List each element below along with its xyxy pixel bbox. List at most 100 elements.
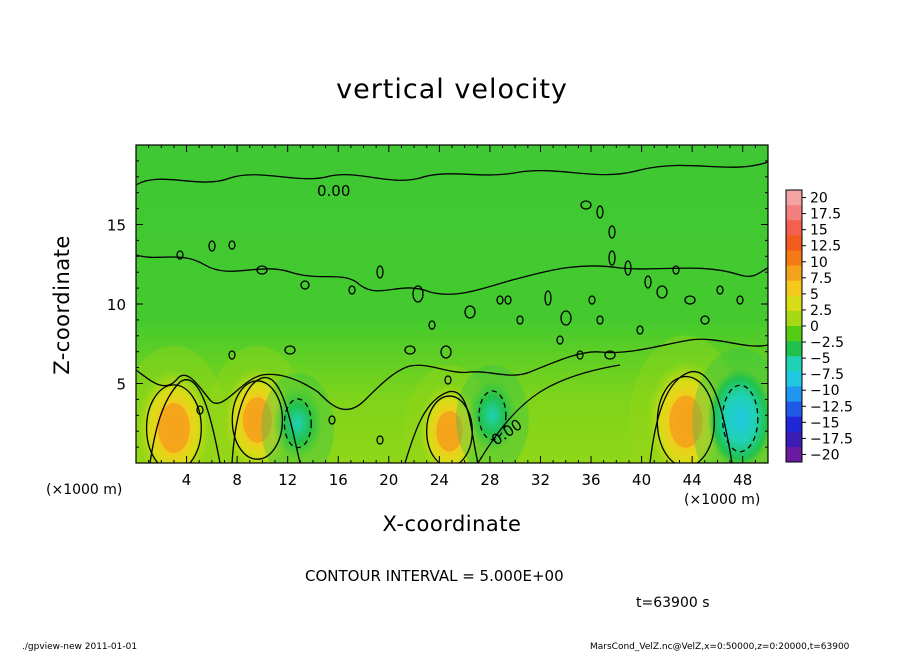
contour-island <box>464 305 476 319</box>
colorbar-segment <box>786 280 802 297</box>
contour-island <box>284 345 296 355</box>
downdraft-core <box>707 367 768 463</box>
contour-island <box>440 345 452 359</box>
contour-island <box>176 250 184 260</box>
contour-island <box>556 335 564 345</box>
y-tick-label: 10 <box>107 296 126 314</box>
contour-island <box>672 265 680 275</box>
contour-label: 0.00 <box>317 182 350 200</box>
colorbar-label: 5 <box>810 287 819 303</box>
contour-zero <box>477 364 621 463</box>
updraft-peak <box>669 395 703 448</box>
colorbar-segment <box>786 190 802 206</box>
contour-island <box>736 295 744 305</box>
contour-island <box>208 240 216 252</box>
colorbar-label: 12.5 <box>810 239 841 255</box>
contour-island <box>716 285 724 295</box>
contour-island <box>624 260 632 276</box>
time-label: t=63900 s <box>636 595 710 611</box>
chart-title: vertical velocity <box>336 74 568 105</box>
colorbar-label: 20 <box>810 191 828 207</box>
colorbar-segment <box>786 250 802 267</box>
x-tick-label: 12 <box>278 471 297 489</box>
x-unit-label-right: (×1000 m) <box>684 492 761 508</box>
contour-island <box>596 315 604 325</box>
x-tick-label: 24 <box>430 471 449 489</box>
footer-source-label: MarsCond_VelZ.nc@VelZ,x=0:50000,z=0:2000… <box>590 642 850 652</box>
contour-island <box>684 295 696 305</box>
colorbar-segment <box>786 326 802 342</box>
plot-area <box>136 145 768 463</box>
colorbar-segment <box>786 431 802 448</box>
colorbar-segment <box>786 220 802 236</box>
colorbar-label: −20 <box>810 447 840 463</box>
y-tick-label: 5 <box>116 376 126 394</box>
colorbar-label: −2.5 <box>810 335 844 351</box>
contour-island <box>644 275 652 289</box>
colorbar-label: 7.5 <box>810 271 832 287</box>
contour-island <box>228 240 236 250</box>
colorbar-segment <box>786 295 802 312</box>
y-axis-label: Z-coordinate <box>50 235 74 375</box>
contour-interval-label: CONTOUR INTERVAL = 5.000E+00 <box>305 567 564 585</box>
updraft-peak <box>242 397 272 443</box>
colorbar-label: −7.5 <box>810 367 844 383</box>
colorbar-segment <box>786 341 802 357</box>
contour-positive <box>145 384 202 463</box>
contour-island <box>376 435 384 445</box>
contour-island <box>516 315 524 325</box>
contour-island <box>300 280 310 290</box>
contour-zero <box>404 390 479 463</box>
contour-island <box>256 265 268 275</box>
x-tick-label: 16 <box>329 471 348 489</box>
x-tick-label: 8 <box>232 471 242 489</box>
contour-island <box>428 320 436 330</box>
contour-island <box>608 225 616 239</box>
contour-zero <box>649 371 733 463</box>
colorbar-label: 17.5 <box>810 207 841 223</box>
colorbar-label: 15 <box>810 223 828 239</box>
x-tick-label: 40 <box>632 471 651 489</box>
x-unit-label-left: (×1000 m) <box>46 482 123 498</box>
x-axis-label: X-coordinate <box>382 512 522 536</box>
colorbar-segment <box>786 265 802 282</box>
contour-island <box>608 250 616 266</box>
contour-island <box>588 295 596 305</box>
contour-zero <box>136 254 768 295</box>
contour-negative <box>283 398 312 449</box>
contour-island <box>544 290 552 306</box>
contour-island <box>412 285 424 303</box>
colorbar-label: 2.5 <box>810 303 832 319</box>
colorbar-segment <box>786 446 802 463</box>
y-tick-label: 15 <box>107 217 126 235</box>
colorbar-label: −17.5 <box>810 431 853 447</box>
colorbar-label: −10 <box>810 383 840 399</box>
updraft-peak <box>158 403 190 453</box>
downdraft-core <box>272 386 323 461</box>
colorbar-segment <box>786 235 802 251</box>
colorbar-label: 10 <box>810 255 828 271</box>
contour-island <box>700 315 710 325</box>
contour-island <box>228 350 236 360</box>
contour-island <box>348 285 356 295</box>
footer-program-label: ./gpview-new 2011-01-01 <box>22 642 138 652</box>
colorbar-segment <box>786 416 802 433</box>
contour-island <box>580 200 592 210</box>
colorbar-segment <box>786 356 802 372</box>
x-tick-label: 4 <box>182 471 192 489</box>
contour-negative <box>721 384 759 453</box>
x-tick-label: 36 <box>581 471 600 489</box>
contour-island <box>444 375 452 385</box>
updraft-peak <box>436 410 463 452</box>
downdraft-core <box>467 378 518 453</box>
contour-island <box>504 295 512 305</box>
contour-island <box>596 205 604 219</box>
contour-island <box>196 405 204 415</box>
contour-island <box>560 310 572 326</box>
colorbar-label: −12.5 <box>810 399 853 415</box>
x-tick-label: 20 <box>379 471 398 489</box>
contour-zero <box>149 379 221 463</box>
contour-island <box>604 350 616 360</box>
colorbar-label: −15 <box>810 415 840 431</box>
x-tick-label: 32 <box>531 471 550 489</box>
